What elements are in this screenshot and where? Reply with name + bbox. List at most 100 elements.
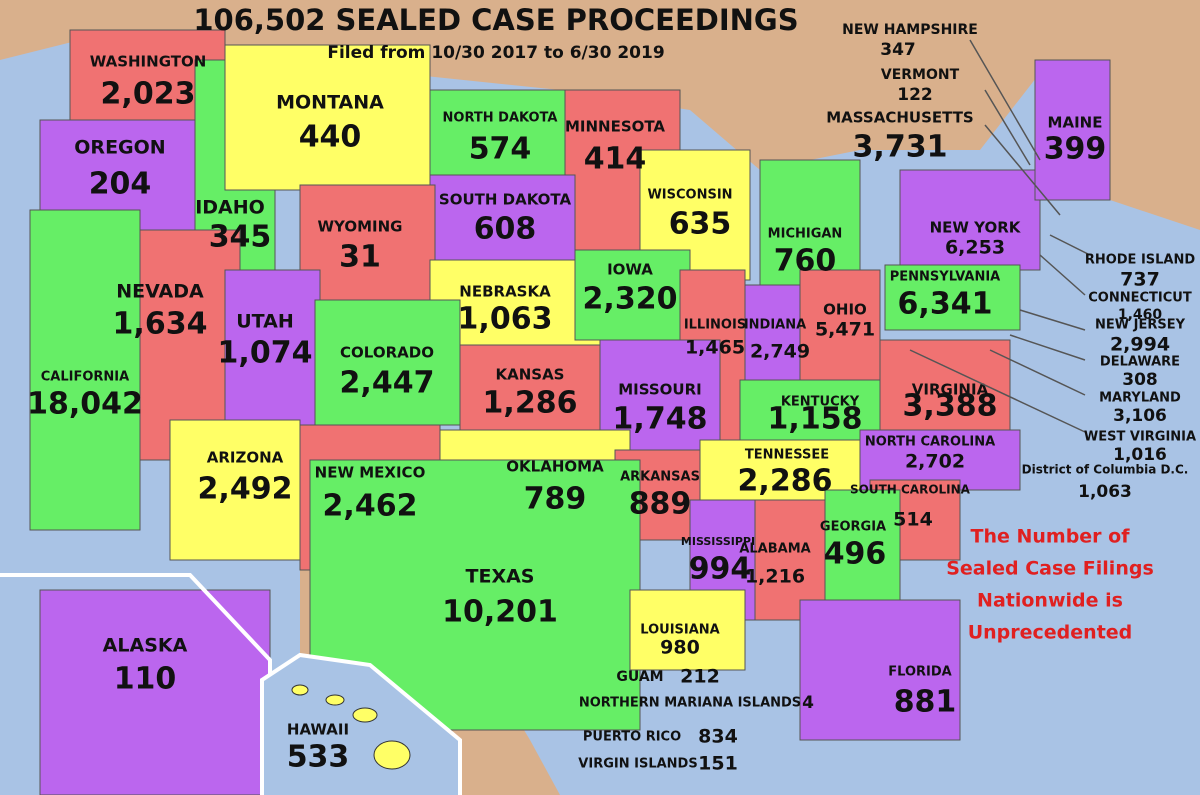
state-name: NEW YORK (930, 219, 1022, 237)
state-value: 414 (584, 142, 647, 177)
subtitle: Filed from 10/30 2017 to 6/30 2019 (327, 43, 664, 63)
states (29, 29, 1111, 795)
state-name: PENNSYLVANIA (890, 270, 1000, 285)
state-name: WISCONSIN (647, 188, 732, 203)
state-value: 1,216 (745, 566, 805, 588)
callout-line (989, 349, 1086, 396)
state-value: 10,201 (442, 595, 558, 630)
state-region (899, 169, 1041, 271)
state-value: 1,158 (768, 402, 863, 437)
state-value: 110 (114, 662, 177, 697)
state-region (799, 599, 961, 741)
state-value: 1,074 (218, 336, 313, 371)
hawaii-islands (291, 684, 411, 770)
state-name: VIRGINIA (912, 381, 989, 399)
state-name: COLORADO (340, 344, 434, 362)
state-value: 1,063 (458, 302, 553, 337)
state-value: 2,023 (101, 77, 196, 112)
callout-line (1009, 334, 1086, 361)
title: 106,502 SEALED CASE PROCEEDINGS (193, 3, 798, 37)
state-value: 6,341 (898, 287, 993, 322)
state-region (429, 89, 566, 176)
state-name: NEW JERSEY (1095, 318, 1186, 333)
state-value: 151 (698, 753, 738, 775)
state-name: WEST VIRGINIA (1084, 430, 1196, 445)
state-value: 789 (524, 482, 587, 517)
state-name: NORTHERN MARIANA ISLANDS (579, 696, 801, 711)
state-name: MARYLAND (1099, 391, 1181, 406)
state-name: MONTANA (276, 92, 384, 114)
state-value: 834 (698, 726, 738, 748)
state-name: CONNECTICUT (1088, 291, 1192, 306)
state-name: ARIZONA (207, 449, 284, 467)
state-name: KENTUCKY (781, 395, 860, 410)
state-name: TENNESSEE (745, 448, 829, 463)
state-region (39, 589, 271, 795)
state-value: 4 (802, 693, 814, 713)
state-value: 2,286 (738, 464, 833, 499)
state-name: IDAHO (195, 197, 265, 219)
state-name: NORTH CAROLINA (865, 435, 995, 450)
state-name: OREGON (74, 137, 165, 159)
state-value: 122 (897, 85, 933, 105)
state-name: KANSAS (495, 366, 564, 384)
state-value: 760 (774, 244, 837, 279)
state-name: MAINE (1048, 114, 1103, 132)
state-name: ALABAMA (739, 542, 810, 557)
state-value: 347 (880, 40, 916, 60)
state-name: WYOMING (318, 218, 403, 236)
state-value: 5,471 (815, 319, 875, 341)
state-name: MISSOURI (618, 381, 702, 399)
state-name: TEXAS (466, 566, 535, 588)
state-region (169, 419, 301, 561)
state-value: 1,286 (483, 386, 578, 421)
state-value: 514 (893, 509, 933, 531)
state-name: GUAM (616, 669, 663, 685)
callout-line (984, 124, 1061, 216)
state-name: CALIFORNIA (41, 370, 129, 385)
state-value: 3,106 (1113, 406, 1167, 426)
state-region (739, 379, 881, 451)
state-name: ALASKA (103, 635, 188, 657)
state-name: WASHINGTON (90, 53, 207, 71)
note-line: Nationwide is (977, 590, 1123, 612)
state-value: 18,042 (27, 387, 143, 422)
state-name: RHODE ISLAND (1085, 253, 1196, 268)
state-name: FLORIDA (888, 665, 951, 680)
state-value: 3,731 (853, 130, 948, 165)
state-value: 574 (469, 132, 532, 167)
state-value: 1,465 (685, 337, 745, 359)
state-region (314, 299, 461, 426)
state-region (299, 184, 436, 306)
state-name: INDIANA (744, 318, 806, 333)
state-name: NEVADA (116, 281, 204, 303)
state-value: 889 (629, 487, 692, 522)
state-name: GEORGIA (820, 520, 886, 535)
state-region (574, 249, 691, 341)
state-region (699, 439, 871, 501)
state-region (459, 344, 601, 441)
state-value: 440 (299, 120, 362, 155)
state-name: MINNESOTA (565, 118, 665, 136)
state-value: 533 (287, 740, 350, 775)
state-value: 496 (824, 537, 887, 572)
state-value: 881 (894, 685, 957, 720)
state-region (879, 339, 1011, 441)
state-value: 737 (1120, 269, 1160, 291)
state-name: SOUTH CAROLINA (850, 483, 971, 497)
state-region (884, 264, 1021, 331)
state-region (29, 209, 141, 531)
state-value: 31 (339, 240, 381, 275)
state-region (629, 589, 746, 671)
callout-line (969, 39, 1041, 161)
state-name: ILLINOIS (684, 318, 746, 333)
state-value: 1,016 (1113, 445, 1167, 465)
state-value: 3,388 (903, 389, 998, 424)
state-value: 345 (209, 220, 272, 255)
state-name: OHIO (823, 301, 867, 319)
state-region (799, 269, 881, 401)
hawaii-inset (260, 652, 462, 795)
state-name: SOUTH DAKOTA (439, 191, 572, 209)
state-value: 608 (474, 212, 537, 247)
